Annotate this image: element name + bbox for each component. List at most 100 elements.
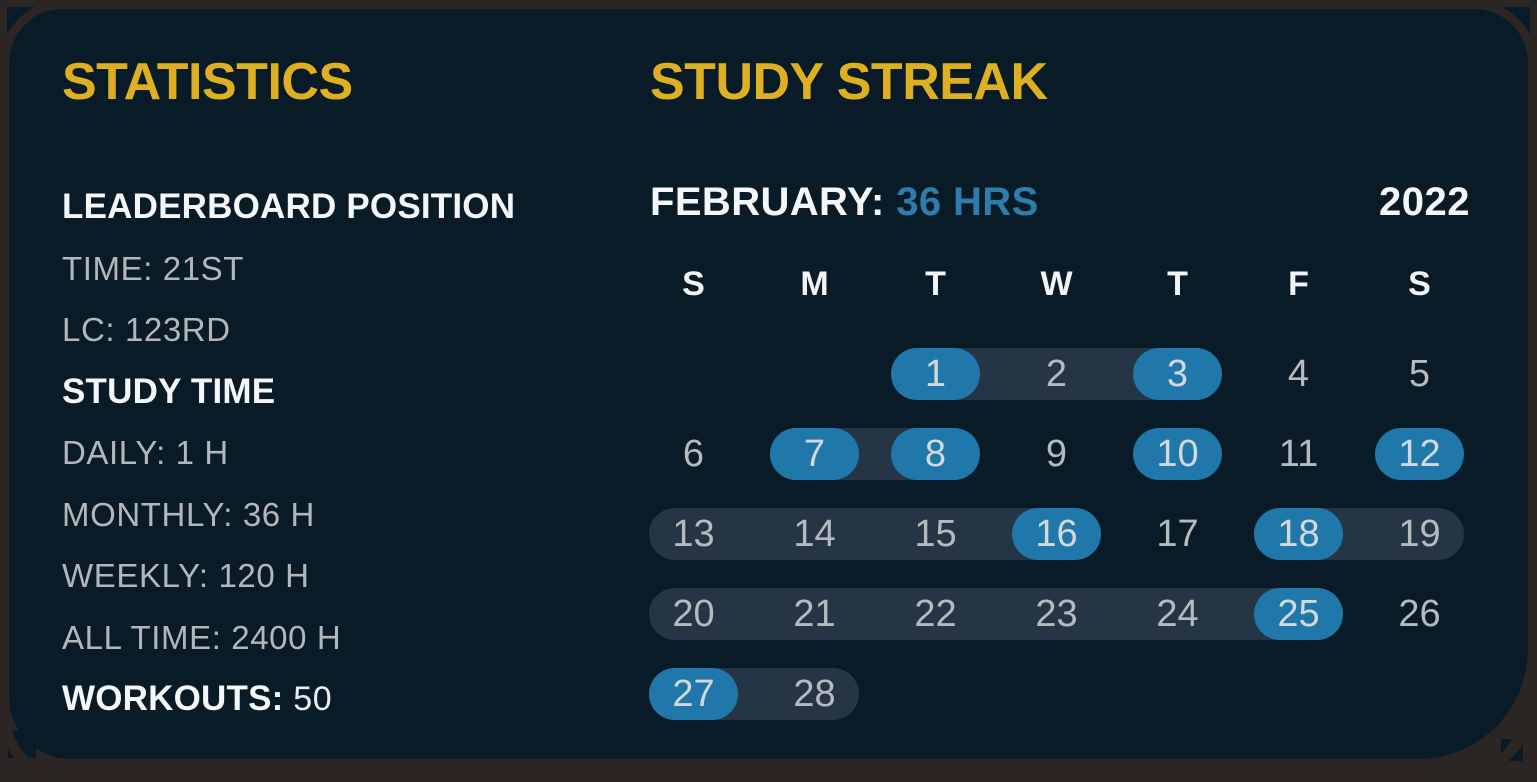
- calendar-day-cell: 12: [1359, 414, 1480, 494]
- workouts-line: WORKOUTS: 50: [62, 668, 515, 731]
- calendar-day-number: 23: [1035, 593, 1078, 635]
- day-header: F: [1288, 264, 1309, 303]
- calendar-day-empty: [633, 334, 754, 414]
- day-header: W: [1040, 264, 1073, 303]
- calendar-day-cell: 7: [754, 414, 875, 494]
- corner-decoration-bottom-right: [1501, 739, 1523, 761]
- calendar-day-cell: 1: [875, 334, 996, 414]
- calendar-day-studied-pill: 25: [1254, 588, 1343, 640]
- calendar-day-cell: 23: [996, 574, 1117, 654]
- calendar-day-number: 13: [672, 513, 715, 555]
- calendar-day-cell: 4: [1238, 334, 1359, 414]
- calendar-day-empty: [1238, 654, 1359, 734]
- month-label: FEBRUARY:: [650, 180, 885, 224]
- workouts-label: WORKOUTS:: [62, 679, 284, 718]
- stat-line: MONTHLY: 36 H: [62, 484, 515, 546]
- stat-value: 120 H: [218, 557, 310, 594]
- calendar-day-studied-pill: 1: [891, 348, 980, 400]
- stat-value: 1 H: [175, 434, 229, 471]
- calendar-day-number: 5: [1408, 353, 1431, 395]
- calendar-day-cell: 2: [996, 334, 1117, 414]
- calendar-day-studied-pill: 27: [649, 668, 738, 720]
- calendar-day-cell: 25: [1238, 574, 1359, 654]
- stat-label: WEEKLY:: [62, 557, 209, 594]
- stat-label: DAILY:: [62, 434, 166, 471]
- calendar-day-empty: [754, 334, 875, 414]
- month-hours-value: 36 HRS: [896, 180, 1039, 224]
- day-header: T: [1167, 264, 1188, 303]
- calendar-day-number: 2: [1045, 353, 1068, 395]
- stat-line: ALL TIME: 2400 H: [62, 607, 515, 669]
- stat-value: 36 H: [242, 495, 315, 533]
- calendar-day-cell: 27: [633, 654, 754, 734]
- calendar-day-number: 21: [793, 593, 836, 635]
- calendar-week-row: 20 21 22 23 24 25 26: [633, 574, 1480, 654]
- stats-card: STATISTICS STUDY STREAK LEADERBOARD POSI…: [9, 9, 1528, 759]
- calendar-day-number: 9: [1045, 433, 1068, 475]
- calendar-day-number: 20: [672, 593, 715, 635]
- calendar-day-cell: 9: [996, 414, 1117, 494]
- stat-section-heading: LEADERBOARD POSITION: [62, 187, 516, 226]
- calendar-week-row: 13 14 15 16 17 18 19: [633, 494, 1480, 574]
- stat-line: DAILY: 1 H: [62, 422, 515, 484]
- calendar-day-cell: 28: [754, 654, 875, 734]
- calendar-day-number: 14: [793, 513, 836, 555]
- statistics-title: STATISTICS: [62, 53, 353, 111]
- calendar-day-number: 15: [914, 513, 957, 555]
- calendar-day-cell: 21: [754, 574, 875, 654]
- calendar-day-cell: 11: [1238, 414, 1359, 494]
- calendar-day-studied-pill: 12: [1375, 428, 1464, 480]
- calendar-day-cell: 18: [1238, 494, 1359, 574]
- study-streak-title: STUDY STREAK: [650, 53, 1048, 111]
- calendar-day-studied-pill: 18: [1254, 508, 1343, 560]
- workouts-value: 50: [293, 680, 333, 718]
- calendar-day-cell: 17: [1117, 494, 1238, 574]
- calendar-day-number: 19: [1398, 513, 1441, 555]
- calendar-day-cell: 26: [1359, 574, 1480, 654]
- calendar-day-cell: 10: [1117, 414, 1238, 494]
- day-header: S: [1408, 264, 1431, 303]
- stat-line: TIME: 21ST: [62, 238, 515, 300]
- calendar-day-cell: 19: [1359, 494, 1480, 574]
- month-summary: FEBRUARY: 36 HRS: [650, 178, 1039, 226]
- calendar-day-cell: 24: [1117, 574, 1238, 654]
- calendar-day-number: 17: [1156, 513, 1199, 555]
- calendar-day-cell: 8: [875, 414, 996, 494]
- calendar-day-empty: [1359, 654, 1480, 734]
- stat-line: WEEKLY: 120 H: [62, 545, 515, 607]
- calendar-day-number: 4: [1287, 353, 1310, 395]
- calendar-week-row: 1 2 3 4 5: [633, 334, 1480, 414]
- day-header: T: [925, 264, 946, 303]
- calendar-day-number: 24: [1156, 593, 1199, 635]
- calendar-day-number: 11: [1278, 433, 1319, 475]
- statistics-list: LEADERBOARD POSITION TIME: 21ST LC: 123RD S…: [62, 176, 515, 731]
- calendar-day-cell: 14: [754, 494, 875, 574]
- calendar-day-cell: 15: [875, 494, 996, 574]
- stat-label: MONTHLY:: [62, 495, 234, 533]
- stat-label: TIME:: [62, 249, 153, 287]
- year-label: 2022: [1379, 180, 1470, 224]
- calendar-week-row: 27 28: [633, 654, 1480, 734]
- calendar-day-number: 26: [1398, 593, 1441, 635]
- calendar-day-studied-pill: 8: [891, 428, 980, 480]
- stat-label: ALL TIME:: [62, 618, 222, 656]
- stat-value: 2400 H: [231, 618, 342, 656]
- calendar-day-cell: 5: [1359, 334, 1480, 414]
- calendar-day-studied-pill: 7: [770, 428, 859, 480]
- calendar-day-number: 6: [682, 433, 705, 475]
- calendar-day-empty: [1117, 654, 1238, 734]
- day-header: M: [800, 264, 829, 303]
- stat-label: LC:: [62, 311, 116, 348]
- calendar-day-cell: 22: [875, 574, 996, 654]
- stat-line: LC: 123RD: [62, 299, 515, 361]
- calendar-day-cell: 13: [633, 494, 754, 574]
- calendar-day-cell: 3: [1117, 334, 1238, 414]
- calendar-day-empty: [996, 654, 1117, 734]
- day-header: S: [682, 264, 705, 303]
- calendar-day-number: 22: [914, 593, 957, 635]
- calendar-grid: 1 2 3 4 5 6 7 8 9 10 11 12 13 14 15 16 17 18 19 20 21 22 23 24 2…: [633, 334, 1480, 734]
- stat-section-heading: STUDY TIME: [62, 371, 276, 411]
